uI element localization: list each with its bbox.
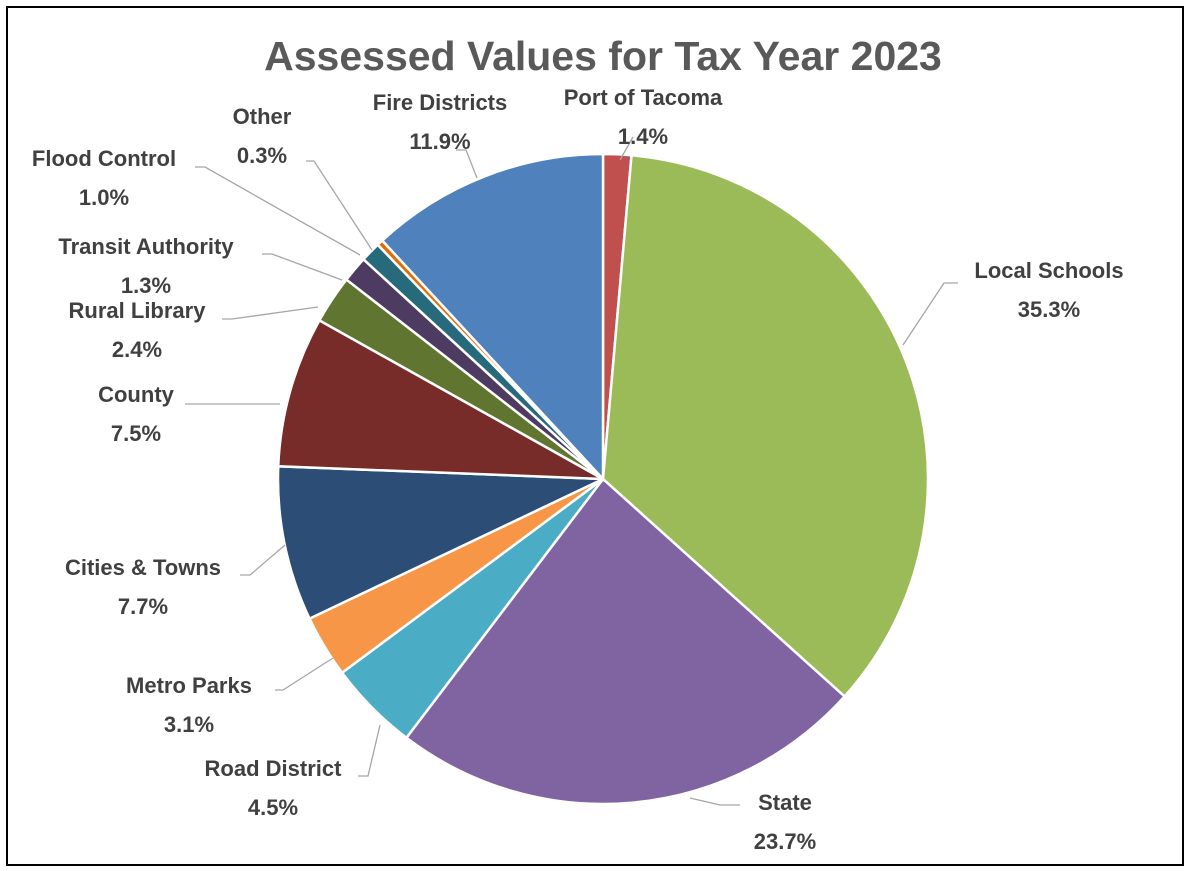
data-label-value-flood-control: 1.0% <box>79 185 129 210</box>
pie-slice-cities-and-towns <box>276 464 604 621</box>
data-label-value-local-schools: 35.3% <box>1018 297 1080 322</box>
leader-line-road-district <box>358 724 381 777</box>
data-label-value-other: 0.3% <box>237 143 287 168</box>
data-label-value-metro-parks: 3.1% <box>164 712 214 737</box>
leader-line-other <box>306 160 373 251</box>
leader-line-port-of-tacoma <box>619 136 634 161</box>
data-label-name-port-of-tacoma: Port of Tacoma <box>564 85 723 110</box>
data-label-value-fire-districts: 11.9% <box>409 129 470 154</box>
pie-slice-fire-districts <box>380 152 605 483</box>
leader-line-fire-districts <box>456 149 478 179</box>
data-label-name-county: County <box>98 382 175 407</box>
data-label-value-cities-and-towns: 7.7% <box>118 594 168 619</box>
pie-slice-local-schools <box>601 153 930 699</box>
leader-line-state <box>689 797 740 806</box>
leader-line-transit-authority <box>262 253 343 281</box>
leader-line-cities-and-towns <box>240 544 286 576</box>
data-label-name-road-district: Road District <box>205 756 343 781</box>
data-label-value-port-of-tacoma: 1.4% <box>618 124 668 149</box>
leader-line-metro-parks <box>275 657 334 691</box>
data-label-name-fire-districts: Fire Districts <box>373 90 508 115</box>
leader-lines <box>185 136 958 806</box>
pie-slice-county <box>276 318 604 481</box>
data-labels: Port of Tacoma 1.4% Local Schools 35.3% Stat… <box>32 85 1124 854</box>
data-label-value-county: 7.5% <box>111 421 161 446</box>
data-label-value-road-district: 4.5% <box>248 795 298 820</box>
leader-line-rural-library <box>222 306 319 320</box>
data-label-name-metro-parks: Metro Parks <box>126 673 252 698</box>
data-label-value-transit-authority: 1.3% <box>121 273 171 298</box>
data-label-name-local-schools: Local Schools <box>974 258 1123 283</box>
leader-line-local-schools <box>902 282 958 346</box>
leader-line-flood-control <box>195 166 361 256</box>
data-label-name-rural-library: Rural Library <box>69 298 207 323</box>
pie-slice-state <box>404 477 847 806</box>
data-label-name-other: Other <box>233 104 292 129</box>
chart-title: Assessed Values for Tax Year 2023 <box>264 33 942 79</box>
data-label-name-state: State <box>758 790 812 815</box>
data-label-value-state: 23.7% <box>754 829 816 854</box>
data-label-name-transit-authority: Transit Authority <box>58 234 234 259</box>
pie-slices <box>276 152 930 806</box>
data-label-name-flood-control: Flood Control <box>32 146 176 171</box>
data-label-value-rural-library: 2.4% <box>112 337 162 362</box>
data-label-name-cities-and-towns: Cities & Towns <box>65 555 221 580</box>
